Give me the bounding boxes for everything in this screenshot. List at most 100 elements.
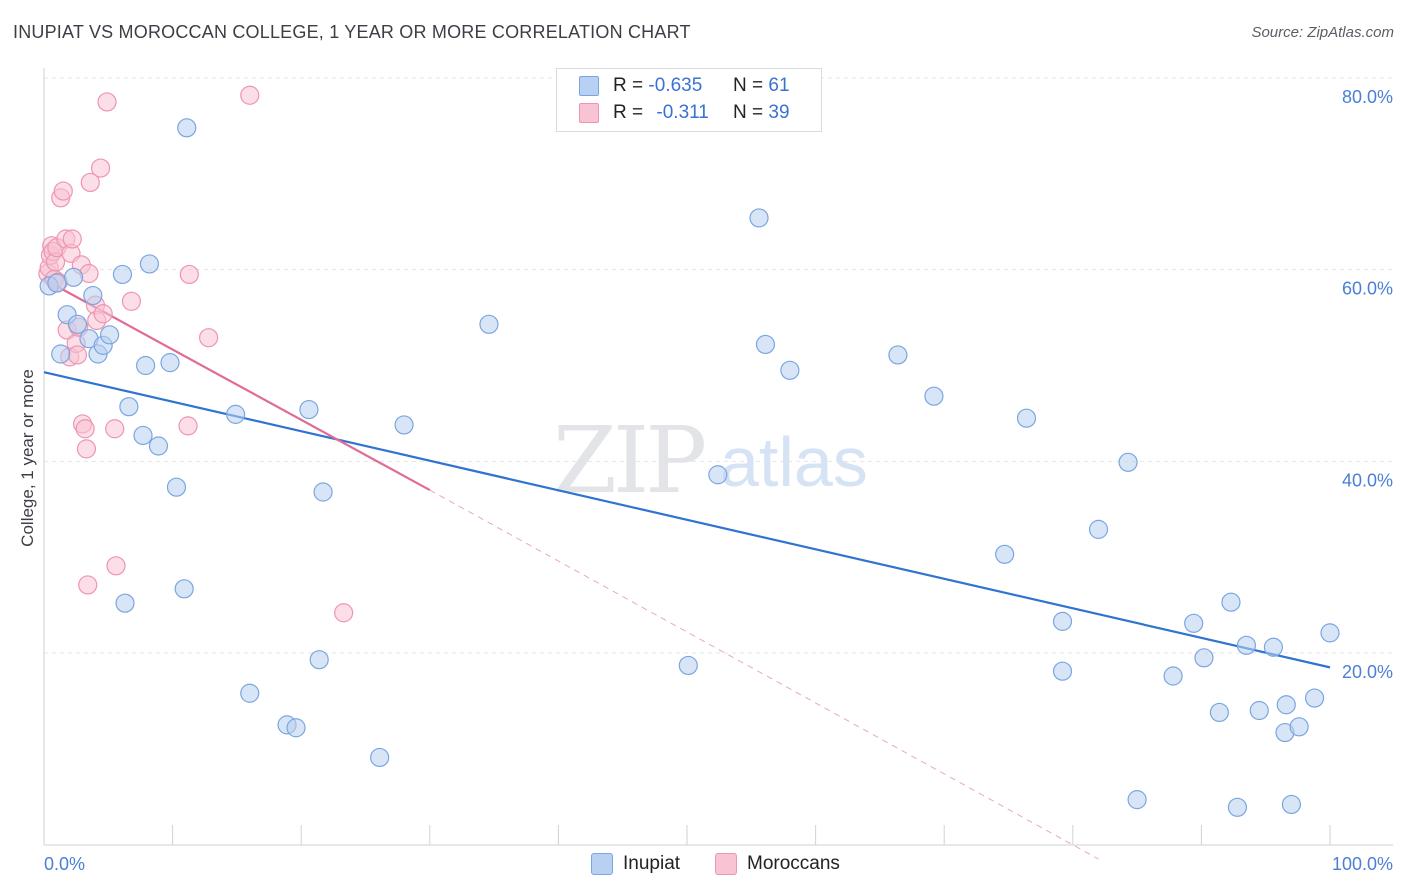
point-inupiat [299, 399, 319, 420]
x-tick-label-max: 100.0% [1332, 854, 1393, 874]
point-inupiat [755, 334, 776, 355]
trend-line-extension-moroccans [429, 489, 1099, 860]
point-inupiat [479, 314, 499, 334]
legend-n-value-moroccans: 39 [768, 102, 790, 123]
axes [43, 68, 1393, 846]
point-inupiat [394, 415, 414, 435]
bottom-legend-label-inupiat: Inupiat [623, 853, 681, 874]
point-inupiat [1052, 661, 1073, 681]
point-inupiat [286, 718, 306, 738]
point-inupiat [1127, 790, 1147, 810]
point-moroccans [75, 419, 95, 439]
y-axis-label: College, 1 year or more [18, 369, 37, 547]
watermark-atlas: atlas [720, 423, 868, 501]
legend-swatch-moroccans [579, 103, 599, 123]
point-moroccans [178, 416, 198, 436]
point-moroccans [90, 158, 111, 178]
point-inupiat [1281, 794, 1302, 815]
point-moroccans [78, 575, 98, 595]
chart-source: Source: ZipAtlas.com [1251, 24, 1394, 41]
point-moroccans [179, 264, 199, 285]
point-inupiat [99, 325, 120, 345]
x-tick-label-min: 0.0% [44, 854, 85, 874]
correlation-legend: R = -0.635 N = 61 R = -0.311 N = 39 [556, 68, 822, 132]
point-inupiat [309, 650, 329, 670]
point-inupiat [888, 345, 908, 365]
trend-line-inupiat [43, 371, 1331, 669]
point-inupiat [119, 397, 139, 417]
point-inupiat [63, 267, 84, 287]
point-inupiat [148, 436, 169, 456]
point-inupiat [1209, 702, 1230, 723]
grid-lines [44, 77, 1393, 654]
legend-r-label: R = [613, 102, 644, 123]
watermark-zip: ZIP [553, 407, 704, 514]
point-inupiat [924, 386, 944, 406]
point-inupiat [177, 118, 197, 138]
point-inupiat [1236, 635, 1257, 655]
point-moroccans [67, 345, 88, 365]
point-inupiat [1118, 452, 1138, 472]
point-inupiat [112, 264, 133, 285]
point-inupiat [1289, 717, 1309, 737]
point-inupiat [1249, 700, 1269, 721]
point-inupiat [240, 683, 260, 703]
watermark: ZIP atlas [553, 407, 868, 514]
point-inupiat [370, 747, 390, 768]
point-moroccans [76, 439, 97, 459]
point-inupiat [139, 254, 160, 274]
y-tick-label: 80.0% [1342, 87, 1393, 107]
legend-r-label: R = [613, 75, 644, 96]
point-inupiat [1227, 797, 1248, 817]
point-inupiat [83, 285, 103, 306]
point-inupiat [1052, 611, 1073, 631]
point-moroccans [106, 556, 126, 576]
legend-n-label: N = [733, 75, 764, 96]
point-inupiat [67, 314, 88, 334]
bottom-legend-swatch-moroccans [715, 853, 737, 875]
point-inupiat [166, 477, 187, 497]
point-inupiat [1263, 637, 1284, 657]
point-inupiat [1163, 666, 1183, 686]
point-inupiat [1194, 648, 1214, 668]
point-inupiat [313, 482, 333, 502]
point-inupiat [1016, 408, 1037, 428]
point-inupiat [1304, 688, 1325, 708]
point-inupiat [1184, 613, 1204, 633]
point-moroccans [240, 85, 260, 105]
point-inupiat [1276, 695, 1296, 715]
point-inupiat [226, 404, 246, 424]
y-tick-label: 20.0% [1342, 662, 1393, 682]
point-moroccans [199, 328, 219, 348]
point-moroccans [53, 181, 73, 201]
bottom-legend-moroccans: Moroccans [715, 852, 840, 876]
point-inupiat [133, 425, 153, 446]
point-inupiat [708, 465, 728, 485]
point-moroccans [93, 304, 113, 324]
legend-n-value-inupiat: 61 [768, 75, 790, 96]
point-inupiat [1320, 623, 1340, 643]
legend-n-label: N = [733, 102, 764, 123]
tick-labels: 0.0% 100.0% 20.0% 40.0% 60.0% 80.0% [44, 87, 1393, 874]
point-moroccans [80, 172, 100, 193]
bottom-legend-inupiat: Inupiat [591, 852, 680, 876]
point-inupiat [160, 353, 180, 373]
point-inupiat [995, 544, 1015, 564]
bottom-legend-label-moroccans: Moroccans [747, 853, 840, 874]
point-inupiat [47, 273, 67, 293]
point-inupiat [780, 360, 800, 380]
point-inupiat [115, 593, 135, 613]
point-inupiat [51, 344, 71, 364]
point-moroccans [105, 419, 125, 439]
data-points [38, 85, 1340, 817]
y-tick-label: 40.0% [1342, 470, 1393, 490]
y-tick-label: 60.0% [1342, 279, 1393, 299]
chart-title: INUPIAT VS MOROCCAN COLLEGE, 1 YEAR OR M… [13, 22, 691, 42]
point-moroccans [62, 229, 82, 249]
point-moroccans [334, 603, 354, 623]
point-inupiat [749, 208, 769, 228]
point-moroccans [97, 92, 117, 112]
trend-lines [43, 278, 1331, 860]
point-inupiat [678, 655, 698, 676]
point-inupiat [174, 579, 194, 599]
